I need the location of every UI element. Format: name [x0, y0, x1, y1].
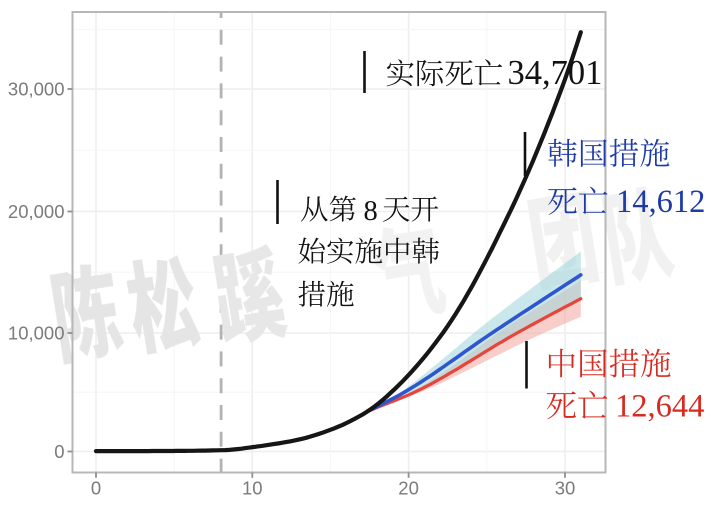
svg-text:30,000: 30,000: [8, 79, 65, 100]
svg-text:0: 0: [91, 478, 101, 499]
svg-text:20: 20: [398, 478, 419, 499]
svg-text:30: 30: [555, 478, 576, 499]
svg-text:12,644: 12,644: [615, 389, 704, 425]
svg-text:10,000: 10,000: [8, 323, 65, 344]
svg-text:34,701: 34,701: [508, 54, 603, 92]
svg-text:8: 8: [364, 196, 378, 227]
svg-text:20,000: 20,000: [8, 201, 65, 222]
svg-text:0: 0: [54, 441, 64, 462]
svg-text:14,612: 14,612: [616, 184, 705, 220]
svg-text:10: 10: [242, 478, 263, 499]
